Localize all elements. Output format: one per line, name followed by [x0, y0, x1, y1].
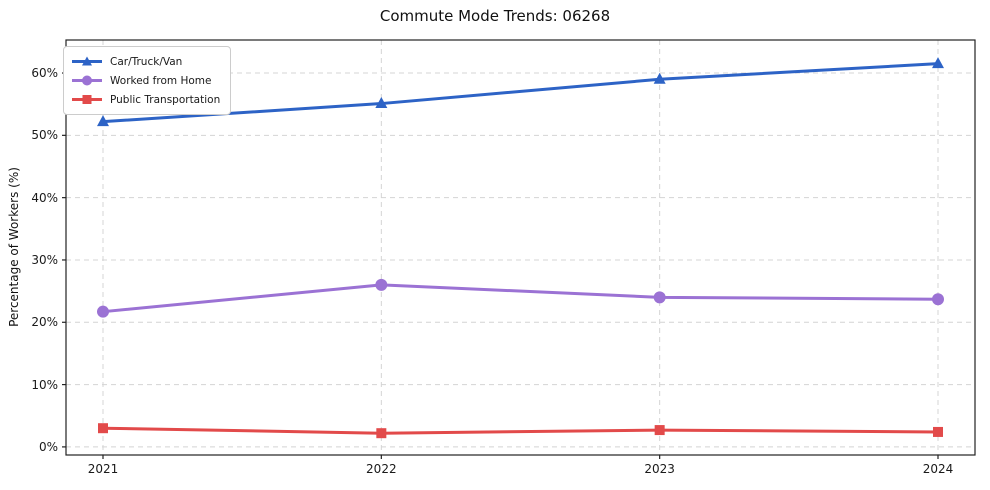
x-tick-label: 2024: [922, 462, 954, 476]
y-tick-label: 40%: [31, 190, 58, 205]
data-point-worked-from-home: [932, 293, 944, 306]
legend-item-public-transportation: Public Transportation: [71, 90, 220, 109]
legend-marker-square-icon: [72, 95, 102, 104]
legend-marker-circle-icon: [72, 75, 102, 86]
data-point-car-truck-van: [932, 57, 944, 69]
series-line-public-transportation: [101, 426, 940, 435]
y-tick-label: 0%: [38, 439, 58, 454]
legend-item-car-truck-van: Car/Truck/Van: [71, 52, 220, 71]
legend-label: Car/Truck/Van: [110, 55, 183, 68]
series-line-car-truck-van: [101, 62, 940, 124]
plot-border: [65, 39, 976, 456]
y-tick-label: 50%: [31, 128, 58, 143]
y-tick-label: 20%: [31, 315, 58, 330]
legend-item-worked-from-home: Worked from Home: [71, 71, 220, 90]
data-point-worked-from-home: [97, 305, 109, 318]
data-point-worked-from-home: [653, 291, 666, 304]
data-point-car-truck-van: [653, 72, 666, 84]
x-tick-label: 2021: [87, 462, 119, 476]
data-point-public-transportation: [654, 425, 665, 436]
legend: Car/Truck/Van Worked from Home Public Tran…: [63, 46, 232, 115]
legend-marker-triangle-icon: [72, 56, 102, 66]
y-tick-label: 10%: [31, 377, 58, 392]
data-point-worked-from-home: [375, 278, 388, 291]
y-tick-label: 60%: [31, 66, 58, 81]
data-point-car-truck-van: [97, 115, 109, 127]
data-point-car-truck-van: [375, 97, 388, 109]
data-point-public-transportation: [98, 423, 108, 434]
data-point-public-transportation: [933, 426, 943, 437]
chart-title: Commute Mode Trends: 06268: [379, 7, 611, 25]
legend-label: Public Transportation: [110, 93, 221, 106]
y-tick-label: 30%: [31, 252, 58, 267]
data-point-public-transportation: [376, 428, 387, 439]
legend-label: Worked from Home: [110, 74, 212, 87]
x-tick-label: 2023: [644, 462, 675, 476]
x-tick-label: 2022: [366, 462, 397, 476]
series-line-worked-from-home: [101, 283, 940, 314]
